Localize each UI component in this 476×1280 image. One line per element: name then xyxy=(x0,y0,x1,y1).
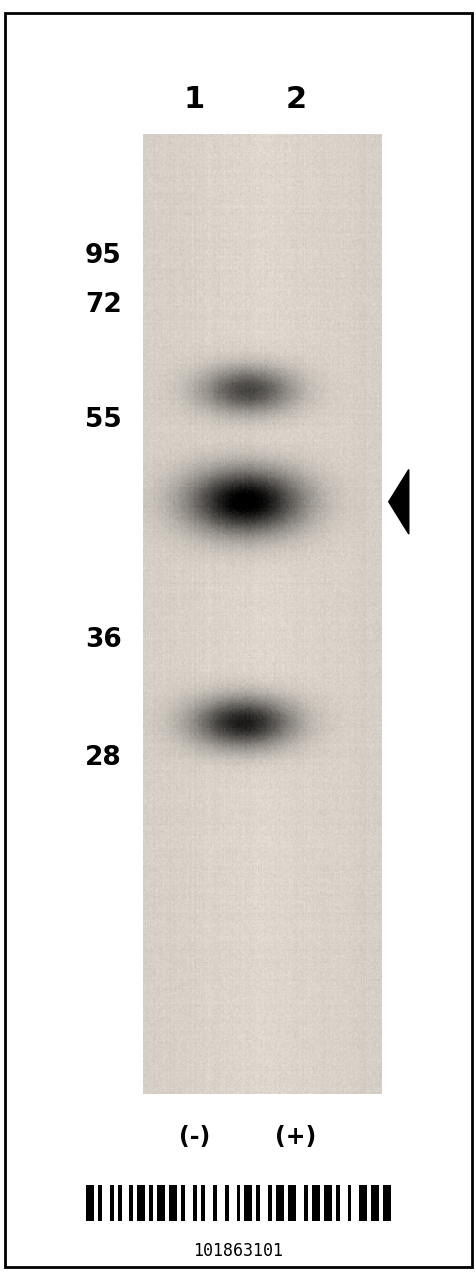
Bar xyxy=(117,1185,121,1221)
Bar xyxy=(137,1185,145,1221)
Bar xyxy=(382,1185,390,1221)
Bar xyxy=(303,1185,307,1221)
Text: 95: 95 xyxy=(85,243,121,269)
Bar xyxy=(335,1185,339,1221)
Bar xyxy=(276,1185,284,1221)
Text: (-): (-) xyxy=(178,1125,210,1148)
Text: 2: 2 xyxy=(285,86,306,114)
Bar xyxy=(224,1185,228,1221)
Bar xyxy=(347,1185,351,1221)
Bar xyxy=(192,1185,197,1221)
Text: (+): (+) xyxy=(275,1125,316,1148)
Bar xyxy=(311,1185,319,1221)
Bar xyxy=(157,1185,165,1221)
Bar xyxy=(129,1185,133,1221)
Text: 55: 55 xyxy=(85,407,121,433)
FancyBboxPatch shape xyxy=(5,13,471,1267)
Text: 101863101: 101863101 xyxy=(193,1242,283,1260)
Bar xyxy=(200,1185,204,1221)
Bar xyxy=(180,1185,185,1221)
Bar xyxy=(109,1185,113,1221)
Bar xyxy=(98,1185,101,1221)
Text: 1: 1 xyxy=(184,86,205,114)
Text: 72: 72 xyxy=(85,292,121,317)
Polygon shape xyxy=(388,470,408,534)
Bar xyxy=(256,1185,260,1221)
Bar xyxy=(268,1185,272,1221)
Bar xyxy=(236,1185,240,1221)
Text: 36: 36 xyxy=(85,627,121,653)
Bar xyxy=(288,1185,296,1221)
Bar xyxy=(370,1185,378,1221)
Bar xyxy=(244,1185,252,1221)
Bar xyxy=(359,1185,367,1221)
Bar xyxy=(149,1185,153,1221)
Bar xyxy=(86,1185,94,1221)
Bar xyxy=(169,1185,177,1221)
Bar xyxy=(323,1185,331,1221)
Bar xyxy=(212,1185,216,1221)
Text: 28: 28 xyxy=(85,745,121,771)
